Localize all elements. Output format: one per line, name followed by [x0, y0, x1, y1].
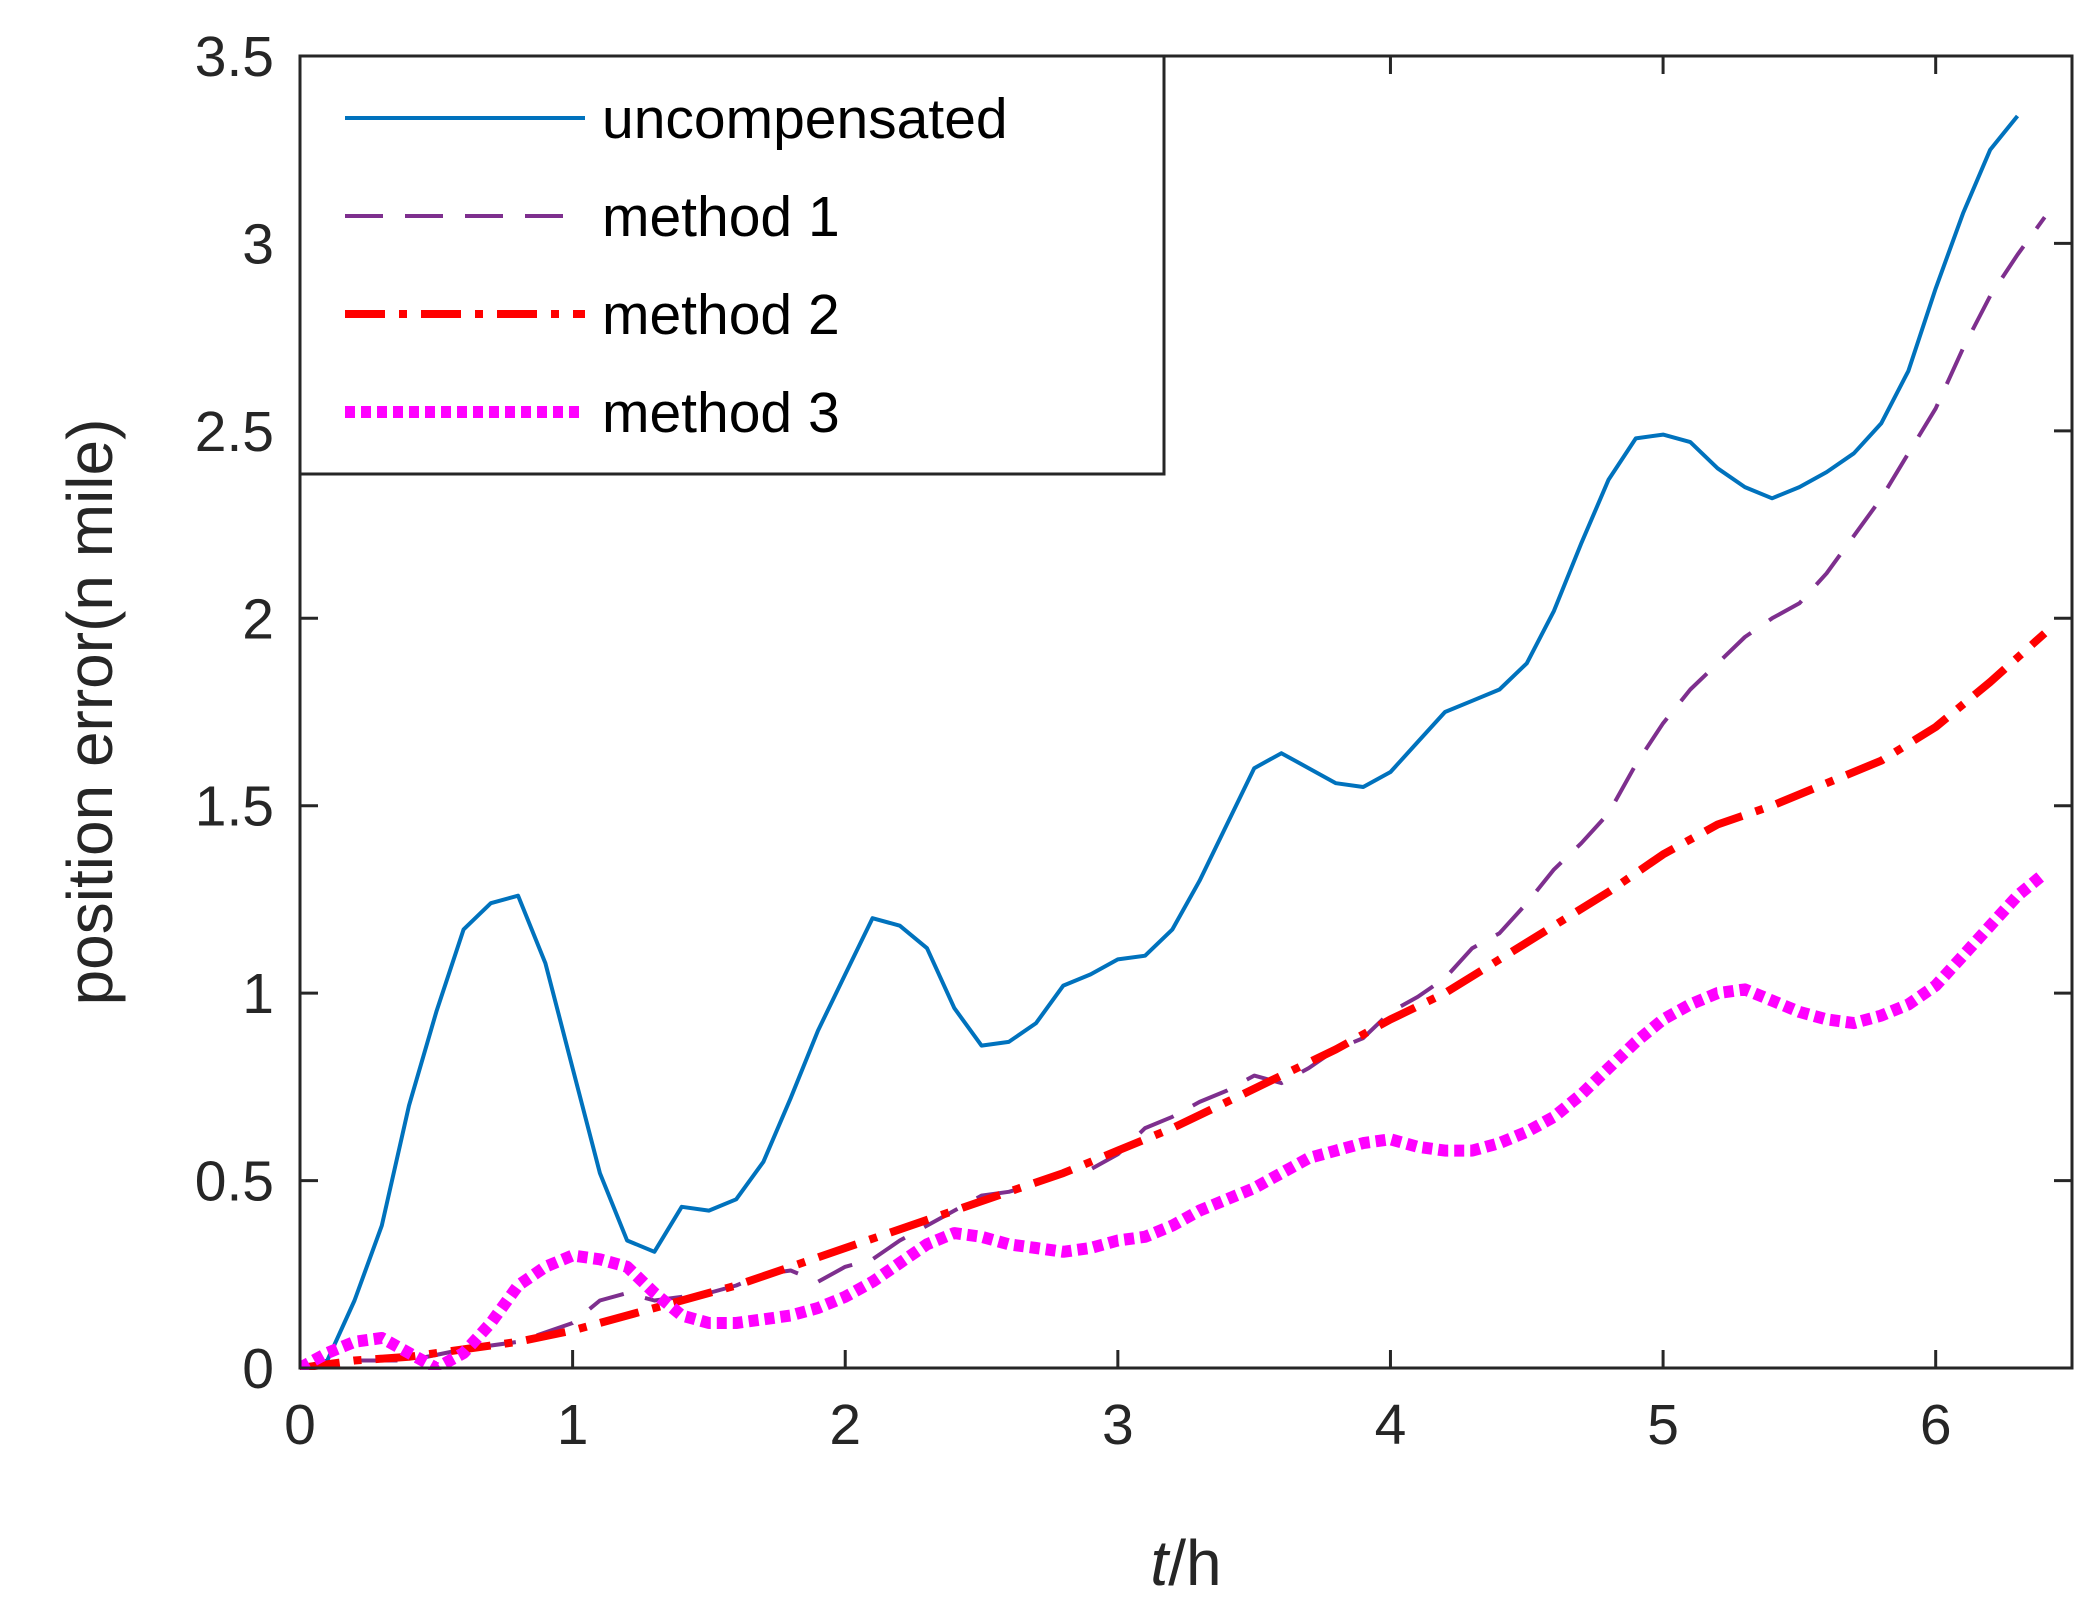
legend-label-method-2: method 2: [602, 283, 840, 347]
x-tick-label: 4: [1375, 1393, 1407, 1457]
legend-box: [298, 54, 1166, 476]
x-tick-label: 5: [1647, 1393, 1679, 1457]
series-line-method-3: [300, 868, 2049, 1370]
y-tick-label: 0.5: [195, 1150, 274, 1214]
y-tick-label: 1.5: [195, 775, 274, 839]
y-tick-label: 0: [242, 1337, 274, 1401]
x-tick-label: 1: [557, 1393, 589, 1457]
legend-label-uncompensated: uncompensated: [602, 87, 1008, 151]
legend: uncompensated method 1 method 2 method 3: [298, 54, 1166, 476]
series-layer: [300, 114, 2049, 1370]
series-line-uncompensated: [300, 114, 2020, 1370]
legend-label-method-3: method 3: [602, 381, 840, 445]
y-tick-label: 1: [242, 962, 274, 1026]
x-axis-label: t/h: [1150, 1527, 1221, 1599]
x-tick-label: 3: [1102, 1393, 1134, 1457]
y-tick-label: 3.5: [195, 25, 274, 89]
x-tick-label: 0: [284, 1393, 316, 1457]
plot-area-frame: [298, 54, 2074, 1370]
y-tick-label: 2: [242, 587, 274, 651]
y-tick-label: 2.5: [195, 400, 274, 464]
legend-label-method-1: method 1: [602, 185, 840, 249]
x-axis-label-unit: /h: [1168, 1527, 1221, 1599]
x-axis-label-italic: t: [1150, 1527, 1170, 1599]
y-tick-label: 3: [242, 212, 274, 276]
x-tick-label: 6: [1920, 1393, 1952, 1457]
y-axis-label: position error(n mile): [54, 419, 126, 1006]
x-tick-label: 2: [829, 1393, 861, 1457]
